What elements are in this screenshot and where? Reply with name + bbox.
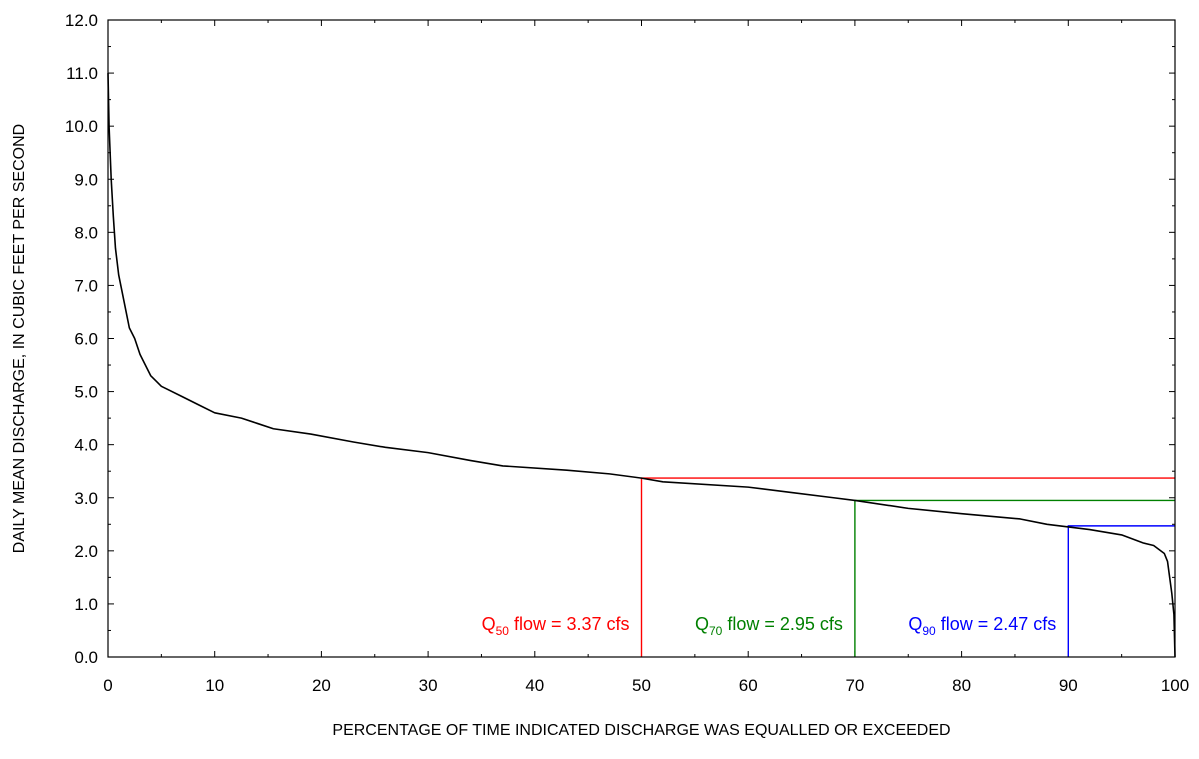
flow-duration-curve: [107, 73, 1176, 658]
plot-frame: [107, 19, 1176, 658]
series-layer: [107, 73, 1176, 658]
y-tick-label: 8.0: [74, 223, 98, 242]
q90-label: Q90 flow = 2.47 cfs: [908, 614, 1056, 638]
x-tick-label: 0: [103, 676, 112, 695]
y-tick-label: 3.0: [74, 489, 98, 508]
x-axis-ticks: 0 10 20 30 40 50 60 70 80 90 100: [103, 20, 1189, 695]
q50-label: Q50 flow = 3.37 cfs: [482, 614, 630, 638]
x-tick-label: 80: [952, 676, 971, 695]
y-axis-ticks: 0.0 1.0 2.0 3.0 4.0 5.0 6.0 7.0 8.0 9.0 10.0 11.0 12…: [65, 11, 1175, 667]
y-tick-label: 6.0: [74, 330, 98, 349]
x-tick-label: 40: [525, 676, 544, 695]
x-tick-label: 20: [312, 676, 331, 695]
x-tick-label: 90: [1059, 676, 1078, 695]
y-tick-label: 1.0: [74, 595, 98, 614]
q-symbol: Q: [695, 614, 709, 634]
y-tick-label: 10.0: [65, 117, 98, 136]
q-symbol: Q: [482, 614, 496, 634]
x-tick-label: 50: [632, 676, 651, 695]
y-tick-label: 12.0: [65, 11, 98, 30]
q70-label: Q70 flow = 2.95 cfs: [695, 614, 843, 638]
q90-reference-line: [1067, 525, 1175, 657]
y-tick-label: 11.0: [66, 64, 98, 83]
annotation-labels: Q50 flow = 3.37 cfs Q70 flow = 2.95 cfs Q9…: [482, 614, 1057, 638]
x-tick-label: 60: [739, 676, 758, 695]
q-flow-text: flow = 2.47 cfs: [936, 614, 1057, 634]
y-tick-label: 4.0: [74, 436, 98, 455]
q-subscript: 70: [709, 624, 723, 638]
x-tick-label: 100: [1161, 676, 1189, 695]
x-tick-label: 70: [845, 676, 864, 695]
q-subscript: 50: [496, 624, 510, 638]
y-tick-label: 7.0: [74, 276, 98, 295]
x-tick-label: 30: [419, 676, 438, 695]
q-flow-text: flow = 3.37 cfs: [509, 614, 630, 634]
x-tick-label: 10: [205, 676, 224, 695]
y-tick-label: 9.0: [74, 170, 98, 189]
y-tick-label: 2.0: [74, 542, 98, 561]
x-axis-title: PERCENTAGE OF TIME INDICATED DISCHARGE W…: [332, 722, 950, 739]
q-subscript: 90: [922, 624, 936, 638]
y-axis-title: DAILY MEAN DISCHARGE, IN CUBIC FEET PER …: [11, 124, 28, 553]
y-tick-label: 0.0: [74, 648, 98, 667]
q-symbol: Q: [908, 614, 922, 634]
y-tick-label: 5.0: [74, 383, 98, 402]
q-flow-text: flow = 2.95 cfs: [722, 614, 843, 634]
